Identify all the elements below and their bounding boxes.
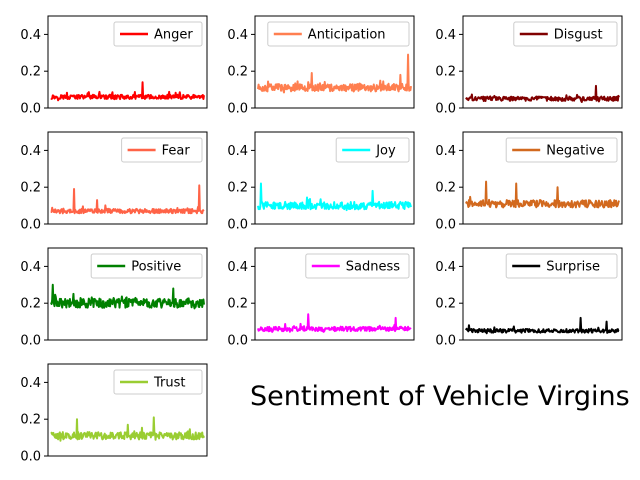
y-tick-label: 0.4 bbox=[20, 376, 41, 391]
y-tick-label: 0.2 bbox=[20, 65, 41, 80]
axes-frame bbox=[47, 131, 208, 225]
series-line-negative bbox=[465, 180, 620, 209]
y-tick-label: 0.4 bbox=[435, 260, 456, 275]
axes-frame bbox=[47, 15, 208, 109]
legend-label: Disgust bbox=[554, 28, 603, 43]
y-tick-label: 0.0 bbox=[20, 218, 41, 233]
y-tick-label: 0.0 bbox=[20, 334, 41, 349]
axes-frame bbox=[47, 363, 208, 457]
subplot-positive: 0.0 0.2 0.4 Positive bbox=[20, 247, 208, 349]
y-tick-label: 0.2 bbox=[435, 181, 456, 196]
legend-label: Anger bbox=[154, 28, 193, 43]
y-tick-label: 0.2 bbox=[435, 297, 456, 312]
subplot-joy: 0.0 0.2 0.4 Joy bbox=[227, 131, 415, 233]
y-tick-label: 0.0 bbox=[20, 450, 41, 465]
axes-frame bbox=[462, 247, 623, 341]
legend-label: Negative bbox=[546, 144, 604, 159]
legend-label: Sadness bbox=[346, 260, 400, 275]
subplot-sadness: 0.0 0.2 0.4 Sadness bbox=[227, 247, 415, 349]
legend-box bbox=[505, 253, 618, 279]
series-line-joy bbox=[257, 182, 412, 212]
y-tick-label: 0.4 bbox=[227, 260, 248, 275]
legend-label: Joy bbox=[375, 144, 396, 159]
subplot-surprise: 0.0 0.2 0.4 Surprise bbox=[435, 247, 623, 349]
y-tick-label: 0.4 bbox=[227, 144, 248, 159]
y-tick-label: 0.0 bbox=[227, 334, 248, 349]
legend-box bbox=[305, 253, 410, 279]
subplot-negative: 0.0 0.2 0.4 Negative bbox=[435, 131, 623, 233]
y-tick-label: 0.0 bbox=[435, 218, 456, 233]
series-line-surprise bbox=[465, 316, 620, 335]
figure-title: Sentiment of Vehicle Virgins bbox=[250, 381, 630, 412]
series-line-fear bbox=[50, 184, 205, 215]
legend-box bbox=[113, 369, 203, 395]
y-tick-label: 0.4 bbox=[20, 260, 41, 275]
y-tick-label: 0.0 bbox=[227, 218, 248, 233]
y-tick-label: 0.2 bbox=[227, 65, 248, 80]
y-tick-label: 0.4 bbox=[20, 28, 41, 43]
subplot-trust: 0.0 0.2 0.4 Trust bbox=[20, 363, 208, 465]
subplot-disgust: 0.0 0.2 0.4 Disgust bbox=[435, 15, 623, 117]
y-tick-label: 0.2 bbox=[227, 297, 248, 312]
series-line-anger bbox=[50, 81, 205, 102]
series-line-trust bbox=[50, 416, 205, 442]
y-tick-label: 0.4 bbox=[435, 28, 456, 43]
legend-label: Fear bbox=[162, 144, 191, 159]
y-tick-label: 0.4 bbox=[20, 144, 41, 159]
series-line-anticipation bbox=[257, 53, 412, 94]
axes-frame bbox=[462, 131, 623, 225]
y-tick-label: 0.2 bbox=[20, 413, 41, 428]
series-line-sadness bbox=[257, 313, 412, 333]
legend-label: Positive bbox=[131, 260, 181, 275]
legend-label: Trust bbox=[153, 376, 185, 391]
subplot-anticipation: 0.0 0.2 0.4 Anticipation bbox=[227, 15, 415, 117]
legend-box bbox=[90, 253, 203, 279]
y-tick-label: 0.2 bbox=[435, 65, 456, 80]
series-line-disgust bbox=[465, 84, 620, 104]
y-tick-label: 0.0 bbox=[227, 102, 248, 117]
legend-label: Surprise bbox=[546, 260, 600, 275]
axes-frame bbox=[254, 131, 415, 225]
legend-box bbox=[505, 137, 618, 163]
legend-box bbox=[335, 137, 410, 163]
axes-frame bbox=[254, 15, 415, 109]
series-line-positive bbox=[50, 283, 205, 310]
axes-frame bbox=[47, 247, 208, 341]
y-tick-label: 0.2 bbox=[20, 181, 41, 196]
y-tick-label: 0.0 bbox=[435, 334, 456, 349]
legend-box bbox=[267, 21, 410, 47]
y-tick-label: 0.2 bbox=[20, 297, 41, 312]
legend-box bbox=[513, 21, 618, 47]
legend-box bbox=[121, 137, 203, 163]
y-tick-label: 0.0 bbox=[20, 102, 41, 117]
y-tick-label: 0.0 bbox=[435, 102, 456, 117]
y-tick-label: 0.4 bbox=[227, 28, 248, 43]
y-tick-label: 0.2 bbox=[227, 181, 248, 196]
legend-label: Anticipation bbox=[308, 28, 386, 43]
axes-frame bbox=[462, 15, 623, 109]
legend-box bbox=[113, 21, 203, 47]
axes-frame bbox=[254, 247, 415, 341]
y-tick-label: 0.4 bbox=[435, 144, 456, 159]
subplot-anger: 0.0 0.2 0.4 Anger bbox=[20, 15, 208, 117]
subplot-fear: 0.0 0.2 0.4 Fear bbox=[20, 131, 208, 233]
